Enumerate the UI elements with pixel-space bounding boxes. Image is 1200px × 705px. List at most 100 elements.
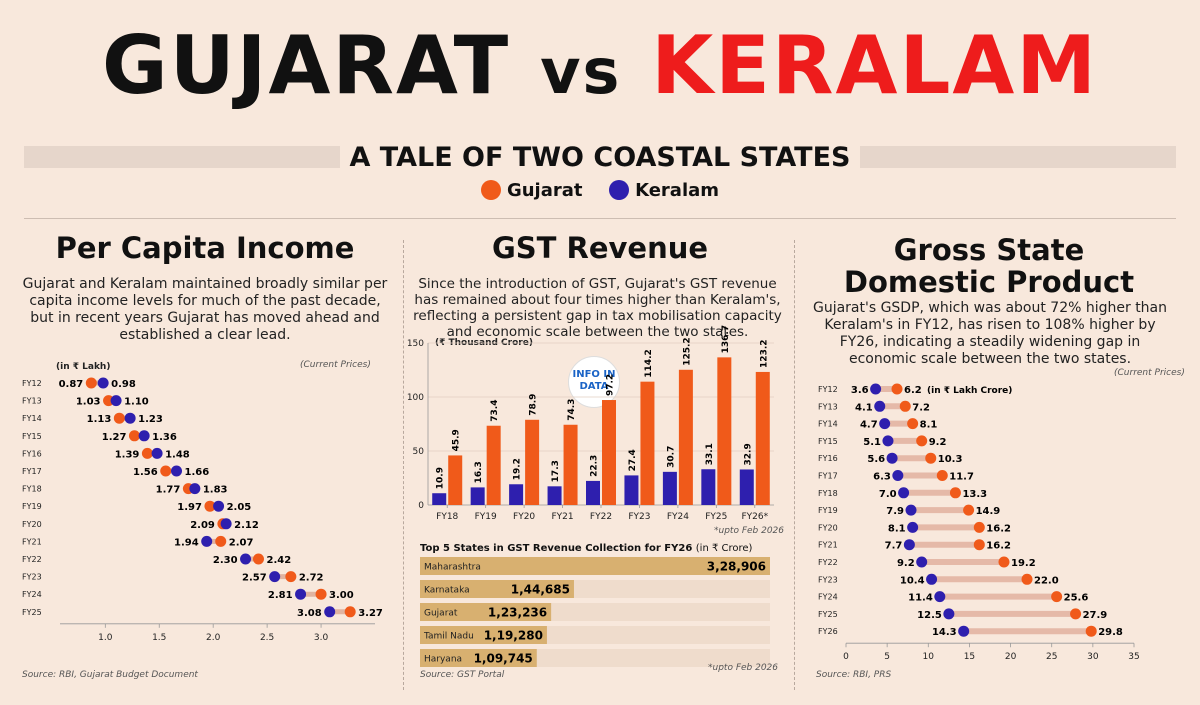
top5-value-label: 3,28,906	[707, 560, 766, 574]
gst-gujarat-value-label: 114.2	[644, 349, 654, 377]
gsdp-gujarat-value-label: 25.6	[1064, 593, 1089, 604]
gsdp-gujarat-value-label: 16.2	[986, 523, 1011, 534]
gst-gujarat-value-label: 136.7	[721, 325, 731, 353]
gst-gujarat-bar	[563, 424, 578, 505]
pci-source: Source: RBI, Gujarat Budget Document	[22, 670, 198, 680]
pci-gujarat-dot	[85, 377, 97, 389]
pci-x-tick-label: 2.5	[260, 633, 274, 643]
title-gujarat: GUJARAT	[102, 19, 511, 112]
gsdp-keralam-value-label: 8.1	[888, 523, 906, 534]
gsdp-gujarat-value-label: 14.9	[976, 506, 1001, 517]
pci-value-label-high: 1.83	[203, 485, 228, 496]
gst-keralam-bar	[509, 484, 524, 505]
gst-gujarat-value-label: 45.9	[452, 429, 462, 451]
legend: Gujarat Keralam	[0, 180, 1200, 201]
top5-bar	[420, 557, 770, 575]
gsdp-keralam-dot	[907, 521, 919, 533]
gsdp-chart: FY12 3.6 6.2 (in ₹ Lakh Crore) FY13 4.1 7.2 FY1…	[818, 383, 1140, 662]
pci-value-label-high: 1.36	[152, 432, 177, 443]
panel-divider-1	[403, 240, 404, 690]
gst-keralam-value-label: 27.4	[628, 449, 638, 471]
pci-value-label-high: 2.07	[229, 537, 254, 548]
gst-keralam-value-label: 19.2	[513, 458, 523, 480]
gsdp-keralam-dot	[882, 435, 894, 447]
gsdp-gujarat-value-label: 7.2	[912, 402, 930, 413]
info-in-data-logo: INFO IN DATA	[568, 356, 620, 408]
gsdp-keralam-dot	[903, 539, 915, 551]
gsdp-unit: (in ₹ Lakh Crore)	[927, 386, 1012, 396]
gsdp-keralam-dot	[958, 625, 970, 637]
gsdp-gujarat-value-label: 8.1	[920, 420, 938, 431]
gst-keralam-bar	[739, 469, 754, 505]
gst-y-tick-label: 50	[413, 447, 425, 457]
top5-chart: Maharashtra 3,28,906 Karnataka 1,44,685 Guja…	[420, 557, 770, 667]
pci-value-label-low: 3.08	[297, 608, 322, 619]
gst-footnote: *upto Feb 2026	[714, 526, 785, 536]
pci-gujarat-dot	[285, 571, 297, 583]
gsdp-keralam-value-label: 6.3	[873, 472, 891, 483]
gsdp-gujarat-value-label: 6.2	[904, 385, 922, 396]
main-title: GUJARAT vs KERALAM	[0, 18, 1200, 120]
gsdp-keralam-value-label: 12.5	[917, 610, 942, 621]
gst-gujarat-value-label: 73.4	[490, 400, 500, 422]
gsdp-keralam-value-label: 5.1	[863, 437, 881, 448]
top5-state-label: Maharashtra	[424, 563, 481, 573]
gst-chart: 0 50 100 150 10.9 45.9 FY18 16.3 73.4 FY19 19.2 78.…	[407, 325, 774, 522]
top5-unit: (in ₹ Crore)	[695, 543, 753, 554]
gsdp-source: Source: RBI, PRS	[816, 670, 892, 680]
pci-value-label-low: 1.97	[177, 502, 202, 513]
gsdp-keralam-value-label: 4.1	[855, 402, 873, 413]
gsdp-gujarat-value-label: 27.9	[1083, 610, 1108, 621]
gsdp-gujarat-value-label: 29.8	[1098, 627, 1123, 638]
pci-value-label-high: 2.05	[227, 502, 252, 513]
pci-x-tick-label: 3.0	[314, 633, 329, 643]
gst-x-tick-label: FY22	[590, 512, 612, 522]
gsdp-category-label: FY20	[818, 523, 838, 532]
gst-gujarat-bar	[602, 400, 616, 505]
pci-keralam-dot	[213, 500, 225, 512]
gst-y-tick-label: 0	[418, 501, 424, 511]
pci-category-label: FY20	[22, 520, 42, 529]
gsdp-keralam-dot	[943, 608, 955, 620]
gsdp-gujarat-dot	[916, 435, 928, 447]
gst-gujarat-bar	[525, 419, 540, 505]
gst-keralam-bar	[432, 493, 447, 505]
gsdp-keralam-value-label: 4.7	[860, 420, 878, 431]
gst-keralam-bar	[624, 475, 639, 505]
gsdp-note: (Current Prices)	[1114, 368, 1185, 378]
pci-keralam-dot	[97, 377, 109, 389]
gsdp-keralam-dot	[892, 470, 904, 481]
gsdp-keralam-dot	[879, 418, 891, 430]
gsdp-category-label: FY18	[818, 489, 838, 498]
top5-bar	[420, 603, 552, 621]
gsdp-keralam-value-label: 10.4	[900, 575, 925, 586]
gst-keralam-bar	[586, 480, 600, 505]
top5-state-label: Haryana	[424, 655, 462, 665]
pci-gujarat-dot	[315, 588, 327, 600]
subtitle-band-left	[24, 146, 340, 168]
pci-gujarat-dot	[160, 465, 172, 477]
gst-keralam-value-label: 22.3	[590, 455, 600, 477]
gsdp-keralam-dot	[905, 504, 917, 516]
gst-gujarat-bar	[755, 371, 770, 505]
pci-value-label-high: 1.10	[124, 397, 149, 408]
gsdp-title-line1: Gross State	[893, 233, 1085, 267]
pci-value-label-low: 1.56	[133, 467, 158, 478]
gst-keralam-value-label: 17.3	[551, 460, 561, 482]
pci-value-label-high: 1.23	[138, 414, 163, 425]
gsdp-keralam-value-label: 14.3	[932, 627, 957, 638]
gsdp-keralam-dot	[870, 383, 882, 395]
top5-value-label: 1,44,685	[511, 583, 570, 597]
pci-keralam-dot	[201, 535, 213, 547]
gsdp-gujarat-value-label: 9.2	[929, 437, 947, 448]
pci-keralam-dot	[240, 553, 252, 565]
gsdp-x-tick-label: 10	[923, 652, 935, 662]
pci-keralam-dot	[189, 483, 201, 495]
gst-keralam-value-label: 30.7	[666, 446, 676, 468]
gsdp-keralam-dot	[934, 591, 946, 603]
gsdp-keralam-dot	[926, 573, 938, 585]
gsdp-gujarat-dot	[949, 487, 961, 499]
pci-value-label-low: 1.03	[76, 397, 101, 408]
gst-gujarat-bar	[486, 425, 501, 505]
pci-gujarat-dot	[344, 606, 356, 618]
